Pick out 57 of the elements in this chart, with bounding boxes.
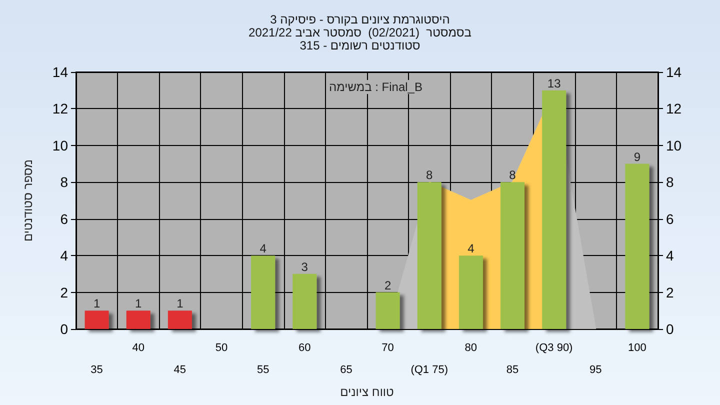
x-tick-label: 50 [215, 342, 228, 354]
y-tick-label: 4 [60, 248, 68, 264]
data-label: 1 [135, 296, 142, 311]
bar [168, 310, 192, 329]
annotation: במשימה : Final_B [329, 80, 422, 94]
x-tick-label: 60 [298, 342, 311, 354]
y-tick-label: 8 [60, 174, 68, 190]
data-label: 4 [260, 242, 267, 256]
data-label: 8 [426, 168, 434, 182]
bar [417, 182, 442, 329]
x-tick-label: 70 [382, 342, 394, 354]
bar [84, 310, 109, 329]
x-axis-title: טווח ציונים [340, 384, 394, 399]
x-tick-label: 80 [464, 342, 478, 354]
y2-tick-label: 10 [666, 137, 682, 154]
data-label: 3 [301, 260, 308, 274]
data-label: 9 [634, 150, 641, 164]
bar [376, 292, 400, 329]
x-tick-label: 95 [590, 364, 602, 376]
y-tick-label: 10 [52, 137, 68, 154]
bar [625, 164, 650, 329]
x-tick-label: 100 [628, 342, 646, 354]
data-label: 8 [509, 168, 516, 182]
y-tick-label: 2 [60, 284, 68, 300]
x-tick-label: 55 [256, 364, 270, 376]
y2-tick-label: 6 [666, 210, 674, 227]
data-label: 1 [93, 296, 100, 311]
bar [500, 182, 524, 329]
data-label: 1 [176, 296, 184, 311]
x-tick-label: 65 [340, 364, 352, 376]
x-tick-label: 40 [132, 342, 144, 354]
bar [292, 274, 317, 329]
y2-tick-label: 14 [666, 64, 682, 80]
x-tick-label: 85 [506, 364, 519, 376]
chart-subtitle: בסמסטר (02/2021) סמסטר אביב 2021/22 סטודנטים רשומים - 315 [248, 26, 472, 52]
x-tick-label: (Q3 90) [535, 342, 573, 354]
y2-tick-label: 4 [666, 248, 674, 264]
x-tick-label: (Q1 75) [410, 364, 448, 376]
y-tick-label: 14 [52, 64, 68, 80]
data-label: 4 [468, 242, 475, 256]
data-label: 2 [384, 278, 392, 292]
data-label: 13 [547, 76, 562, 90]
y-tick-label: 0 [60, 321, 68, 337]
y-tick-label: 12 [52, 100, 68, 117]
bar [458, 256, 483, 329]
bar [251, 256, 276, 329]
y2-tick-label: 2 [666, 284, 674, 300]
bar [542, 90, 566, 329]
chart-title: היסטוגרמת ציונים בקורס - פיסיקה 3 [270, 12, 450, 26]
bar [126, 310, 150, 329]
y-tick-label: 6 [60, 210, 68, 227]
y2-tick-label: 8 [666, 174, 674, 190]
y2-tick-label: 0 [666, 321, 674, 337]
y2-tick-label: 12 [666, 100, 682, 117]
y-axis-title: מספר סטודנטים [21, 159, 35, 242]
x-tick-label: 35 [90, 364, 103, 376]
x-tick-label: 45 [174, 364, 186, 376]
